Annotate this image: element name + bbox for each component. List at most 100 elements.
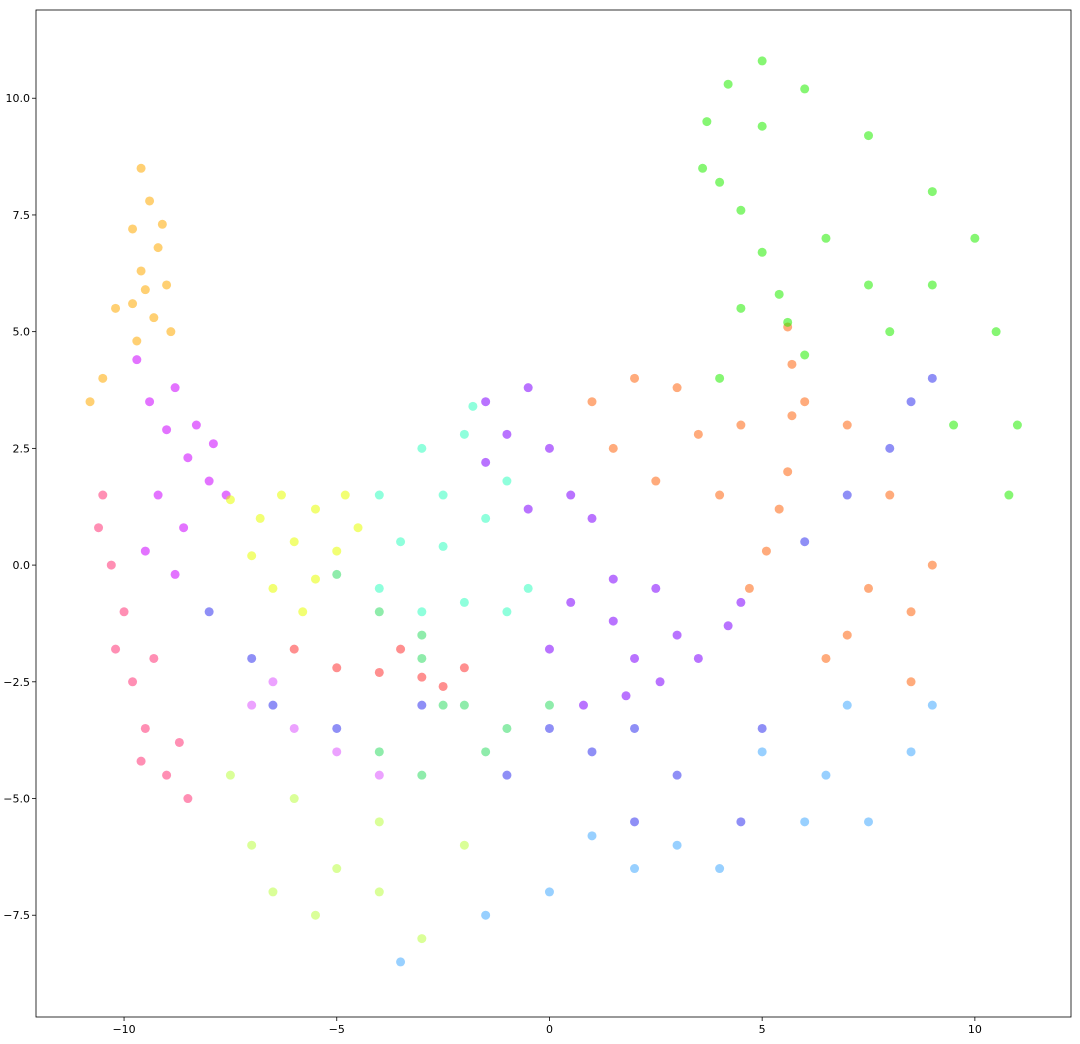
point [166, 327, 176, 337]
point [374, 583, 384, 593]
point [417, 700, 427, 710]
point [757, 247, 767, 257]
point [842, 490, 852, 500]
point [204, 476, 214, 486]
point [655, 677, 665, 687]
point [289, 537, 299, 547]
point [310, 504, 320, 514]
point [128, 224, 138, 234]
point [374, 667, 384, 677]
point [693, 653, 703, 663]
point [374, 817, 384, 827]
point [468, 401, 478, 411]
point [374, 490, 384, 500]
point [651, 476, 661, 486]
point [396, 957, 406, 967]
point [587, 513, 597, 523]
x-tick-label: 0 [546, 1023, 553, 1036]
point [927, 373, 937, 383]
point [268, 887, 278, 897]
point [1012, 420, 1022, 430]
point [268, 583, 278, 593]
point [621, 691, 631, 701]
point [757, 56, 767, 66]
point [417, 934, 427, 944]
point [459, 700, 469, 710]
point [1004, 490, 1014, 500]
point [927, 560, 937, 570]
point [140, 723, 150, 733]
point [289, 723, 299, 733]
point [128, 299, 138, 309]
point [438, 700, 448, 710]
point [179, 523, 189, 533]
point [502, 476, 512, 486]
point [208, 439, 218, 449]
point [566, 597, 576, 607]
point [481, 397, 491, 407]
point [630, 373, 640, 383]
point [757, 747, 767, 757]
point [268, 700, 278, 710]
point [438, 681, 448, 691]
point [630, 723, 640, 733]
plot-frame [35, 9, 1072, 1018]
point [310, 574, 320, 584]
point [417, 630, 427, 640]
point [417, 770, 427, 780]
point [578, 700, 588, 710]
point [438, 541, 448, 551]
point [906, 397, 916, 407]
point [523, 583, 533, 593]
point [672, 770, 682, 780]
point [459, 663, 469, 673]
point [744, 583, 754, 593]
point [864, 817, 874, 827]
point [459, 429, 469, 439]
point [715, 864, 725, 874]
point [332, 546, 342, 556]
point [927, 280, 937, 290]
y-tick-label: 0.0 [13, 559, 31, 572]
point [783, 317, 793, 327]
point [864, 131, 874, 141]
point [247, 653, 257, 663]
point [298, 607, 308, 617]
point [255, 513, 265, 523]
point [438, 490, 448, 500]
point [396, 537, 406, 547]
point [736, 597, 746, 607]
point [949, 420, 959, 430]
point [85, 397, 95, 407]
point [544, 700, 554, 710]
point [672, 383, 682, 393]
point [225, 770, 235, 780]
point [885, 327, 895, 337]
point [787, 411, 797, 421]
point [715, 373, 725, 383]
point [842, 630, 852, 640]
point [906, 747, 916, 757]
point [374, 887, 384, 897]
point [481, 747, 491, 757]
point [145, 397, 155, 407]
point [523, 504, 533, 514]
y-tick-label: −5.0 [3, 793, 30, 806]
point [332, 723, 342, 733]
point [332, 864, 342, 874]
point [106, 560, 116, 570]
point [119, 607, 129, 617]
point [587, 747, 597, 757]
point [340, 490, 350, 500]
point [885, 443, 895, 453]
point [132, 336, 142, 346]
point [247, 840, 257, 850]
point [459, 840, 469, 850]
point [459, 597, 469, 607]
y-tick-label: 2.5 [13, 442, 31, 455]
point [783, 467, 793, 477]
point [374, 747, 384, 757]
point [672, 840, 682, 850]
point [170, 569, 180, 579]
